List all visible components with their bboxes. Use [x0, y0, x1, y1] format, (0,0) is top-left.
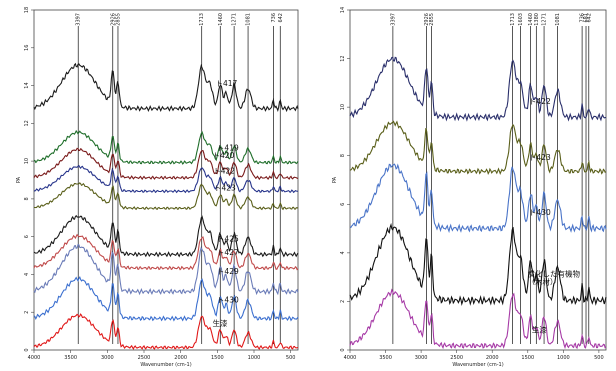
x-tick-label: 500	[594, 355, 604, 361]
peak-label: 736	[271, 13, 277, 23]
y-tick-label: 18	[24, 7, 30, 13]
y-tick-label: 6	[24, 235, 30, 238]
y-tick-label: 14	[340, 7, 346, 13]
x-tick-label: 1500	[211, 355, 224, 361]
x-tick-label: 3500	[64, 355, 77, 361]
series-line-1-4	[349, 288, 607, 350]
peak-label: 642	[586, 13, 592, 23]
x-tick-label: 1000	[557, 355, 570, 361]
y-tick-label: 0	[24, 348, 30, 351]
series-label: 生漆	[213, 318, 228, 328]
series-line-0-4	[33, 182, 299, 211]
peak-label: 736	[580, 13, 586, 23]
x-tick-label: 1500	[521, 355, 534, 361]
series-label: 生漆	[532, 325, 547, 335]
peak-label: 1603	[518, 13, 524, 26]
peak-label: 2926	[424, 13, 430, 26]
series-label: ト422	[529, 97, 551, 106]
series-line-0-8	[33, 276, 299, 322]
x-tick-label: 500	[286, 355, 296, 361]
chart-panel-left: 4000 3500 3000 2500 2000 1500 1000 500 0 2 4 6 8 10 12…	[16, 7, 299, 368]
peak-label: 2855	[115, 13, 121, 26]
peak-label: 1713	[199, 13, 205, 26]
y-tick-label: 14	[24, 82, 30, 88]
series-label: ト425	[217, 234, 239, 243]
peak-label: 2855	[429, 13, 435, 26]
x-tick-label: 2500	[138, 355, 151, 361]
series-line-0-5	[33, 214, 299, 258]
peak-label: 1081	[555, 13, 561, 26]
peak-label: 1380	[534, 13, 540, 26]
y-tick-label: 6	[340, 203, 346, 206]
chart-panel-right: 4000 3500 3000 2500 2000 1500 1000 500 0 2 4 6 8 10 12…	[332, 7, 607, 368]
series-line-0-3	[33, 164, 299, 194]
y-tick-label: 4	[340, 251, 346, 254]
peak-label: 1460	[218, 13, 224, 26]
peak-label: 681	[584, 13, 590, 23]
y-tick-label: 0	[340, 348, 346, 351]
series-line-0-1	[33, 129, 299, 165]
series-label: ト423	[214, 184, 236, 193]
y-axis-title: PA	[16, 176, 22, 183]
series-label: ト420	[213, 151, 235, 160]
y-tick-label: 12	[340, 55, 346, 61]
series-label: （木材）	[528, 276, 558, 286]
y-axis-title: PA	[332, 176, 338, 183]
peak-label: 1460	[528, 13, 534, 26]
x-tick-label: 4000	[28, 355, 41, 361]
series-label: 炭化した有機物	[528, 268, 581, 278]
series-line-0-6	[33, 233, 299, 271]
y-tick-label: 8	[24, 197, 30, 200]
peak-label: 1271	[542, 13, 548, 26]
series-line-0-7	[33, 244, 299, 296]
y-tick-label: 4	[24, 273, 30, 276]
series-line-1-2	[349, 163, 607, 234]
series-line-1-1	[349, 120, 607, 176]
x-axis-title: Wavenumber (cm-1)	[452, 362, 503, 368]
peak-label: 3397	[76, 13, 82, 26]
series-label: ト417	[215, 79, 237, 88]
peak-label: 1271	[232, 13, 238, 26]
series-line-0-2	[33, 147, 299, 181]
series-label: ト423	[529, 153, 551, 162]
y-tick-label: 16	[24, 45, 30, 51]
series-line-0-0	[33, 62, 299, 113]
series-line-1-3	[349, 222, 607, 306]
x-tick-label: 3500	[379, 355, 392, 361]
x-tick-label: 1000	[248, 355, 261, 361]
y-tick-label: 10	[24, 158, 30, 164]
x-tick-label: 2000	[174, 355, 187, 361]
peak-label: 642	[278, 13, 284, 23]
x-tick-label: 3000	[101, 355, 114, 361]
series-label: ト427	[217, 248, 239, 257]
y-tick-label: 12	[24, 120, 30, 126]
y-tick-label: 2	[24, 311, 30, 314]
y-tick-label: 10	[340, 104, 346, 110]
series-label: ト422	[213, 166, 235, 175]
series-label: ト419	[217, 143, 239, 152]
series-line-0-9	[33, 313, 299, 350]
x-tick-label: 3000	[415, 355, 428, 361]
x-axis-title: Wavenumber (cm-1)	[140, 362, 191, 368]
peak-label: 1713	[510, 13, 516, 26]
peak-label: 2926	[110, 13, 116, 26]
series-label: ト430	[529, 208, 551, 217]
x-tick-label: 2000	[486, 355, 499, 361]
series-label: ト429	[217, 267, 239, 276]
y-tick-label: 8	[340, 154, 346, 157]
plot-frame	[33, 9, 299, 351]
series-label: ト430	[217, 296, 239, 305]
peak-label: 1081	[246, 13, 252, 26]
y-tick-label: 2	[340, 300, 346, 303]
plot-frame	[349, 9, 607, 351]
x-tick-label: 2500	[450, 355, 463, 361]
peak-label: 3397	[390, 13, 396, 26]
series-line-1-0	[349, 56, 606, 122]
x-tick-label: 4000	[344, 355, 357, 361]
